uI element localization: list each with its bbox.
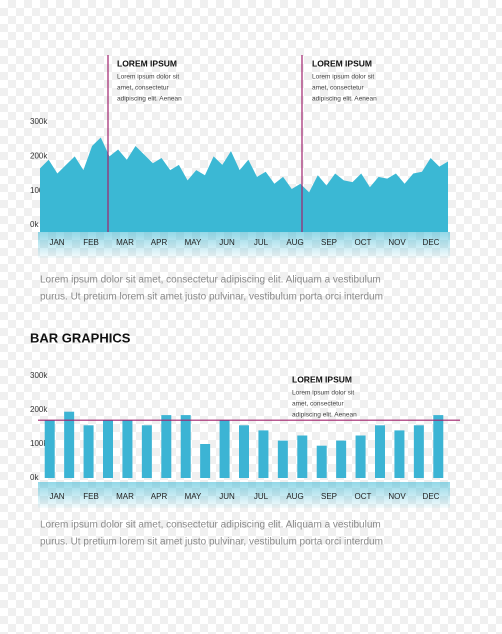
annotation-title: LOREM IPSUM	[312, 58, 372, 68]
annotation-text: Lorem ipsum dolor sit	[117, 74, 179, 81]
y-tick-label: 300k	[30, 371, 48, 380]
y-tick-label: 300k	[30, 117, 48, 126]
bar	[297, 435, 308, 478]
annotation-text: Lorem ipsum dolor sit	[312, 74, 374, 81]
axis-strip	[38, 232, 450, 258]
annotation-text: amet, consectetur	[312, 85, 364, 92]
y-tick-label: 0k	[30, 473, 39, 482]
bar	[375, 425, 385, 478]
x-tick-label: MAY	[185, 238, 202, 247]
x-tick-label: AUG	[286, 238, 303, 247]
x-tick-label: JAN	[49, 238, 64, 247]
x-tick-label: APR	[151, 492, 168, 501]
annotation-text: adipiscing elit. Aenean	[117, 96, 182, 103]
annotation-title: LOREM IPSUM	[292, 374, 352, 384]
x-tick-label: AUG	[286, 492, 303, 501]
bar	[64, 411, 75, 478]
annotation-title: LOREM IPSUM	[117, 58, 177, 68]
bar	[161, 415, 172, 478]
x-tick-label: OCT	[355, 238, 372, 247]
x-tick-label: SEP	[321, 492, 337, 501]
bar	[44, 420, 55, 478]
bar	[122, 420, 133, 478]
bar	[394, 430, 405, 478]
bar	[141, 425, 152, 478]
x-tick-label: DEC	[423, 492, 440, 501]
x-tick-label: JUN	[219, 238, 235, 247]
bar	[103, 420, 113, 478]
x-tick-label: JUL	[254, 238, 269, 247]
bar	[277, 440, 288, 478]
section-title: BAR GRAPHICS	[30, 330, 131, 345]
x-tick-label: MAR	[116, 238, 134, 247]
x-tick-label: OCT	[355, 492, 372, 501]
x-tick-label: MAR	[116, 492, 134, 501]
x-tick-label: JAN	[49, 492, 64, 501]
caption: Lorem ipsum dolor sit amet, consectetur …	[40, 275, 381, 286]
x-tick-label: JUL	[254, 492, 269, 501]
bar	[316, 445, 327, 478]
caption: Lorem ipsum dolor sit amet, consectetur …	[40, 520, 381, 531]
annotation-text: adipiscing elit. Aenean	[292, 412, 357, 419]
axis-strip	[38, 482, 450, 508]
y-tick-label: 200k	[30, 405, 48, 414]
x-tick-label: JUN	[219, 492, 235, 501]
annotation-text: Lorem ipsum dolor sit	[292, 390, 354, 397]
bar	[413, 425, 424, 478]
x-tick-label: SEP	[321, 238, 337, 247]
x-tick-label: FEB	[83, 238, 99, 247]
x-tick-label: DEC	[423, 238, 440, 247]
bar	[219, 420, 230, 478]
caption: purus. Ut pretium lorem sit amet justo p…	[40, 537, 383, 548]
bar	[355, 435, 366, 478]
y-tick-label: 100k	[30, 439, 48, 448]
caption: purus. Ut pretium lorem sit amet justo p…	[40, 292, 383, 303]
x-tick-label: MAY	[185, 492, 202, 501]
annotation-text: amet, consectetur	[117, 85, 169, 92]
bar	[200, 444, 211, 478]
bar	[336, 440, 347, 478]
bar	[83, 425, 94, 478]
x-tick-label: NOV	[388, 238, 406, 247]
y-tick-label: 200k	[30, 151, 48, 160]
bar	[258, 430, 269, 478]
annotation-text: amet, consectetur	[292, 401, 344, 408]
x-tick-label: FEB	[83, 492, 99, 501]
area	[40, 137, 448, 232]
bar	[180, 415, 191, 478]
annotation-text: adipiscing elit. Aenean	[312, 96, 377, 103]
x-tick-label: NOV	[388, 492, 406, 501]
bar	[239, 425, 249, 478]
y-tick-label: 100k	[30, 186, 48, 195]
y-tick-label: 0k	[30, 220, 39, 229]
bar	[433, 415, 444, 478]
x-tick-label: APR	[151, 238, 168, 247]
